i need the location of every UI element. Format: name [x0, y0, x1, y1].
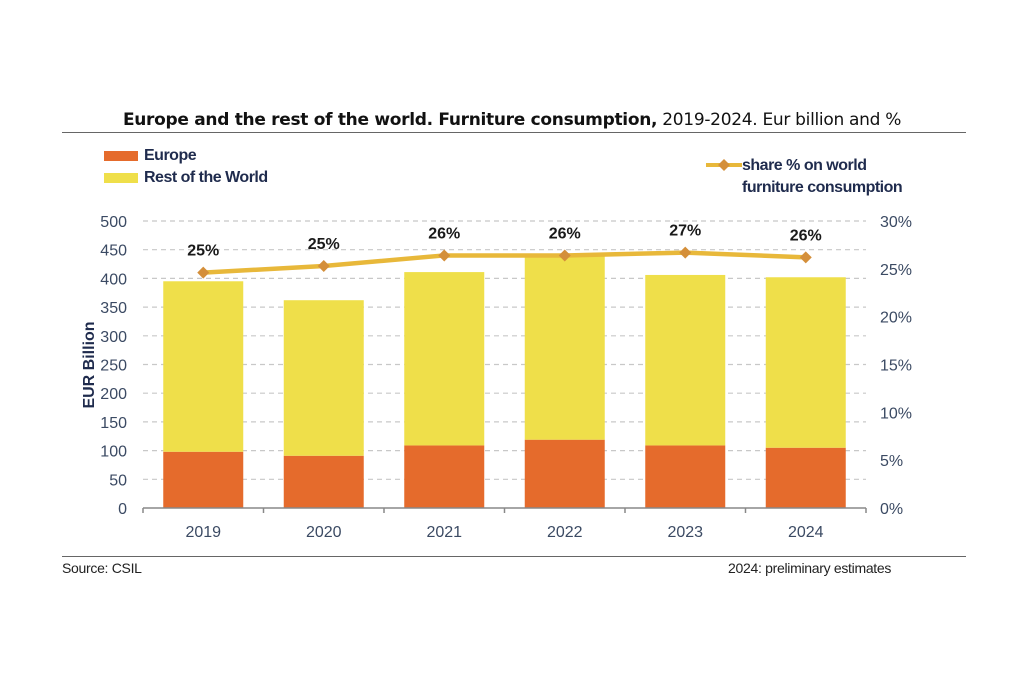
axes: 0 50 100 150 200 250 300 350 400 450 500 0% 5% 10% 15%…	[100, 214, 912, 541]
bar-europe	[645, 445, 726, 508]
legend-line: share % on world furniture consumption	[706, 155, 903, 199]
chart-title: Europe and the rest of the world. Furnit…	[0, 110, 1024, 130]
x-tick-label: 2022	[547, 524, 583, 541]
legend-item-rest-of-world: Rest of the World	[104, 167, 268, 189]
bar-europe	[765, 447, 846, 508]
bar-rest-of-world	[283, 300, 364, 456]
y2-tick-label: 0%	[880, 501, 903, 518]
y-tick-label: 100	[100, 444, 127, 461]
y2-tick-label: 30%	[880, 214, 912, 231]
chart-title-rest: 2019-2024. Eur billion and %	[657, 110, 902, 130]
y-tick-label: 400	[100, 271, 127, 288]
share-marker	[799, 251, 812, 264]
bar-rest-of-world	[645, 274, 726, 446]
bar-rest-of-world	[524, 254, 605, 440]
legend-label-rest-of-world: Rest of the World	[144, 169, 268, 186]
share-marker	[679, 246, 692, 259]
legend-item-europe: Europe	[104, 145, 268, 167]
y-tick-label: 150	[100, 415, 127, 432]
bar-rest-of-world	[163, 281, 244, 452]
y-tick-label: 500	[100, 214, 127, 231]
y-tick-label: 300	[100, 329, 127, 346]
y2-tick-label: 20%	[880, 310, 912, 327]
preliminary-note: 2024: preliminary estimates	[728, 560, 892, 576]
x-tick-label: 2019	[185, 524, 221, 541]
share-marker	[438, 249, 451, 262]
legend-label-share-line1: share % on world	[742, 157, 867, 174]
legend-label-share: share % on world furniture consumption	[742, 155, 903, 199]
bar-rest-of-world	[404, 272, 485, 446]
source-note: Source: CSIL	[62, 560, 142, 576]
share-line	[197, 246, 812, 279]
x-tick-label: 2021	[426, 524, 462, 541]
share-data-label: 26%	[790, 227, 822, 244]
line-diamond-legend-icon	[706, 159, 742, 171]
y2-tick-label: 10%	[880, 405, 912, 422]
y2-tick-label: 15%	[880, 358, 912, 375]
share-data-label: 25%	[187, 243, 219, 260]
bar-europe	[163, 451, 244, 508]
rest-of-world-swatch	[104, 173, 138, 183]
y-tick-label: 200	[100, 386, 127, 403]
bar-rest-of-world	[765, 277, 846, 448]
top-rule	[62, 132, 966, 133]
legend-label-share-line2: furniture consumption	[742, 179, 903, 196]
x-tick-label: 2024	[788, 524, 824, 541]
europe-swatch	[104, 151, 138, 161]
share-marker	[197, 266, 210, 279]
share-line-path	[203, 250, 806, 275]
share-data-label: 27%	[669, 223, 701, 240]
y-tick-label: 50	[109, 472, 127, 489]
share-marker	[558, 249, 571, 262]
bar-europe	[404, 445, 485, 508]
x-tick-label: 2020	[306, 524, 342, 541]
chart-title-bold: Europe and the rest of the world. Furnit…	[122, 110, 658, 130]
y-tick-label: 350	[100, 300, 127, 317]
legend-bars: Europe Rest of the World	[104, 145, 268, 189]
labels: 25% 25% 26% 26% 27% 26%	[187, 223, 822, 260]
share-data-label: 26%	[549, 225, 581, 242]
share-data-label: 26%	[428, 225, 460, 242]
gridlines	[143, 220, 866, 480]
bottom-rule	[62, 556, 966, 557]
y-tick-label: 250	[100, 358, 127, 375]
share-marker	[317, 259, 330, 272]
x-tick-label: 2023	[667, 524, 703, 541]
y-tick-label: 0	[118, 501, 127, 518]
y-axis-title: EUR Billion	[81, 321, 98, 408]
legend-label-europe: Europe	[144, 147, 197, 164]
y-tick-label: 450	[100, 243, 127, 260]
share-data-label: 25%	[308, 236, 340, 253]
bar-europe	[283, 455, 364, 508]
y2-tick-label: 25%	[880, 262, 912, 279]
bar-europe	[524, 439, 605, 508]
y2-tick-label: 5%	[880, 453, 903, 470]
bars	[163, 254, 846, 508]
